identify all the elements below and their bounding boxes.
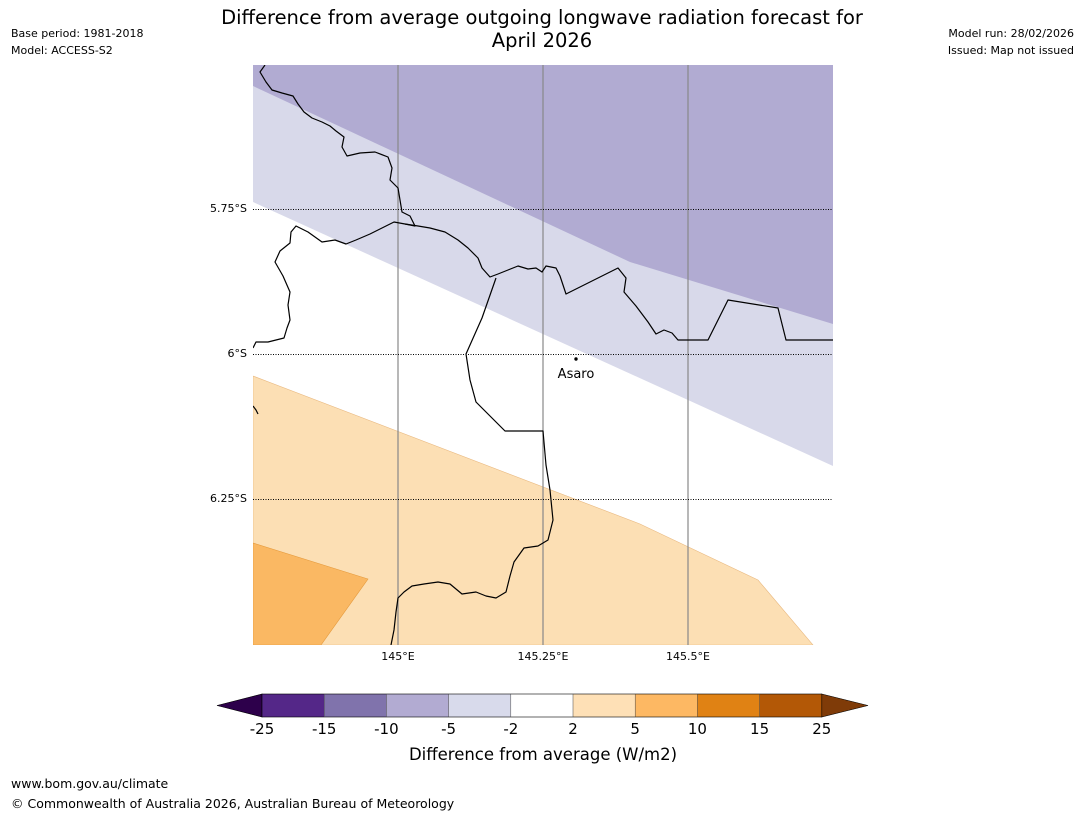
- border-ridge: [404, 223, 833, 341]
- map-title-line1: Difference from average outgoing longwav…: [221, 6, 863, 29]
- footer-url[interactable]: www.bom.gov.au/climate: [11, 776, 169, 791]
- colorbar-tick-label: -5: [441, 720, 457, 738]
- lon-label-145-5e: 145.5°E: [666, 650, 710, 663]
- forecast-map[interactable]: Asaro: [0, 0, 1085, 690]
- model-run-text: Model run: 28/02/2026: [948, 27, 1074, 40]
- colorbar-tick-label: 5: [630, 720, 640, 738]
- graticule: [253, 65, 833, 645]
- colorbar-segment: [448, 694, 511, 717]
- colorbar-segments: [216, 693, 869, 718]
- colorbar-segment: [510, 694, 573, 717]
- colorbar-extend-min: [216, 693, 263, 718]
- colorbar-tick-label: -25: [249, 720, 275, 738]
- lat-label-6s: 6°S: [227, 347, 247, 360]
- base-period-text: Base period: 1981-2018: [11, 27, 144, 40]
- colorbar-segment: [262, 694, 325, 717]
- lat-label-5-75s: 5.75°S: [210, 202, 247, 215]
- map-title: Difference from average outgoing longwav…: [142, 6, 942, 52]
- issued-text: Issued: Map not issued: [947, 44, 1074, 57]
- border-northwest: [253, 65, 416, 349]
- colorbar-segment: [759, 694, 822, 717]
- colorbar-tick-label: -2: [503, 720, 519, 738]
- colorbar: [216, 693, 869, 718]
- model-text: Model: ACCESS-S2: [11, 44, 113, 57]
- colorbar-tick-label: -15: [311, 720, 337, 738]
- colorbar-segment: [697, 694, 760, 717]
- asaro-marker[interactable]: [574, 357, 578, 361]
- asaro-label: Asaro: [558, 367, 595, 382]
- colorbar-tick-label: -10: [374, 720, 399, 738]
- colorbar-tick-label: 2: [568, 720, 578, 738]
- map-title-line2: April 2026: [491, 29, 593, 52]
- colorbar-tick-label: 10: [687, 720, 707, 738]
- colorbar-segment: [386, 694, 449, 717]
- colorbar-title: Difference from average (W/m2): [408, 745, 678, 764]
- footer-copyright: © Commonwealth of Australia 2026, Austra…: [11, 796, 455, 811]
- border-west-fragment: [253, 405, 259, 415]
- border-central: [390, 277, 554, 645]
- lon-label-145e: 145°E: [381, 650, 415, 663]
- moderate-positive-zone: [253, 542, 369, 645]
- colorbar-segment: [324, 694, 387, 717]
- colorbar-segment: [573, 694, 636, 717]
- lon-label-145-25e: 145.25°E: [517, 650, 569, 663]
- colorbar-extend-max: [821, 693, 869, 718]
- province-borders: [253, 65, 833, 645]
- colorbar-tick-label: 25: [812, 720, 832, 738]
- colorbar-tick-label: 15: [750, 720, 770, 738]
- colorbar-segment: [635, 694, 698, 717]
- lat-label-6-25s: 6.25°S: [210, 492, 247, 505]
